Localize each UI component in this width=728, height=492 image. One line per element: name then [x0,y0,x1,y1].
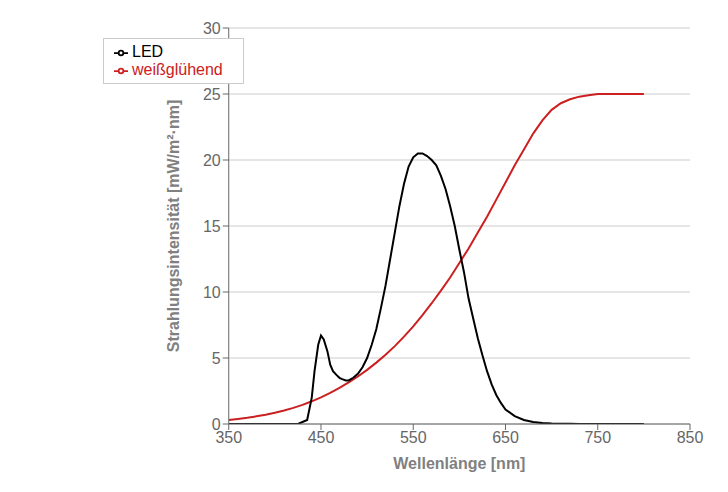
svg-text:Wellenlänge [nm]: Wellenlänge [nm] [393,455,525,472]
svg-text:450: 450 [308,429,335,446]
svg-text:850: 850 [677,429,704,446]
svg-text:30: 30 [203,20,221,37]
svg-text:15: 15 [203,218,221,235]
svg-text:10: 10 [203,284,221,301]
svg-text:550: 550 [400,429,427,446]
svg-text:20: 20 [203,152,221,169]
svg-text:0: 0 [212,416,221,433]
html-text:LED: LED [132,43,164,60]
html-text:weißglühend: weißglühend [132,61,223,78]
svg-text:25: 25 [203,86,221,103]
svg-text:650: 650 [492,429,519,446]
svg-text:Strahlungsintensität [mW/m²·nm: Strahlungsintensität [mW/m²·nm] [165,100,182,352]
svg-text:5: 5 [212,350,221,367]
svg-text:350: 350 [215,429,243,447]
svg-text:750: 750 [584,429,611,446]
